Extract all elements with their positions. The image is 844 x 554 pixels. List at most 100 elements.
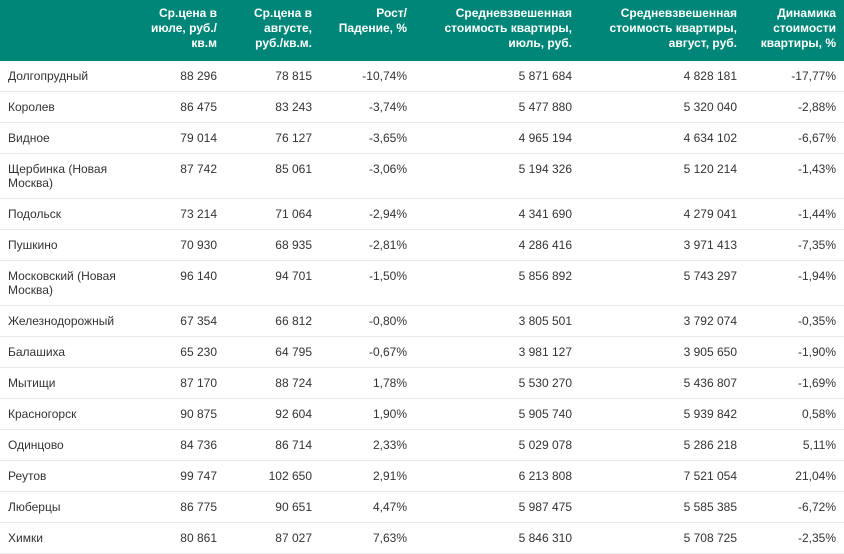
cell-value: 5 905 740: [415, 399, 580, 430]
cell-value: 92 604: [225, 399, 320, 430]
cell-city: Одинцово: [0, 430, 135, 461]
cell-city: Подольск: [0, 199, 135, 230]
cell-value: 71 064: [225, 199, 320, 230]
table-row: Мытищи87 17088 7241,78%5 530 2705 436 80…: [0, 368, 844, 399]
cell-value: 99 747: [135, 461, 225, 492]
cell-value: 4 341 690: [415, 199, 580, 230]
cell-value: 5 585 385: [580, 492, 745, 523]
cell-value: 83 243: [225, 92, 320, 123]
cell-value: 65 230: [135, 337, 225, 368]
table-row: Одинцово84 73686 7142,33%5 029 0785 286 …: [0, 430, 844, 461]
cell-value: 4 828 181: [580, 61, 745, 92]
table-row: Долгопрудный88 29678 815-10,74%5 871 684…: [0, 61, 844, 92]
cell-value: -2,35%: [745, 523, 844, 554]
cell-value: -1,43%: [745, 154, 844, 199]
col-header-city: [0, 0, 135, 61]
cell-value: 5 743 297: [580, 261, 745, 306]
cell-value: 5 029 078: [415, 430, 580, 461]
cell-value: 94 701: [225, 261, 320, 306]
cell-value: -7,35%: [745, 230, 844, 261]
cell-city: Люберцы: [0, 492, 135, 523]
cell-value: 76 127: [225, 123, 320, 154]
cell-value: 3 805 501: [415, 306, 580, 337]
cell-value: 4 286 416: [415, 230, 580, 261]
cell-value: 87 742: [135, 154, 225, 199]
cell-value: 5 194 326: [415, 154, 580, 199]
cell-value: 85 061: [225, 154, 320, 199]
cell-city: Щербинка (Новая Москва): [0, 154, 135, 199]
col-header-price-july: Ср.цена в июле, руб./кв.м: [135, 0, 225, 61]
cell-value: 5 436 807: [580, 368, 745, 399]
table-row: Королев86 47583 243-3,74%5 477 8805 320 …: [0, 92, 844, 123]
cell-value: -1,90%: [745, 337, 844, 368]
cell-value: 88 296: [135, 61, 225, 92]
cell-value: -6,72%: [745, 492, 844, 523]
cell-value: 90 875: [135, 399, 225, 430]
cell-value: 5 477 880: [415, 92, 580, 123]
cell-city: Балашиха: [0, 337, 135, 368]
cell-value: -3,74%: [320, 92, 415, 123]
cell-value: 7,63%: [320, 523, 415, 554]
table-row: Пушкино70 93068 935-2,81%4 286 4163 971 …: [0, 230, 844, 261]
table-body: Долгопрудный88 29678 815-10,74%5 871 684…: [0, 61, 844, 554]
cell-value: 3 905 650: [580, 337, 745, 368]
cell-value: -1,94%: [745, 261, 844, 306]
cell-city: Московский (Новая Москва): [0, 261, 135, 306]
cell-value: 86 775: [135, 492, 225, 523]
cell-city: Химки: [0, 523, 135, 554]
cell-value: -6,67%: [745, 123, 844, 154]
col-header-weighted-august: Средневзвешенная стоимость квартиры, авг…: [580, 0, 745, 61]
cell-value: -3,65%: [320, 123, 415, 154]
cell-value: 5,11%: [745, 430, 844, 461]
cell-value: 84 736: [135, 430, 225, 461]
table-row: Подольск73 21471 064-2,94%4 341 6904 279…: [0, 199, 844, 230]
cell-value: -1,69%: [745, 368, 844, 399]
cell-value: 86 475: [135, 92, 225, 123]
cell-value: 73 214: [135, 199, 225, 230]
cell-value: -2,88%: [745, 92, 844, 123]
cell-value: 5 871 684: [415, 61, 580, 92]
cell-value: 4,47%: [320, 492, 415, 523]
cell-value: -0,80%: [320, 306, 415, 337]
cell-value: 1,78%: [320, 368, 415, 399]
table-row: Люберцы86 77590 6514,47%5 987 4755 585 3…: [0, 492, 844, 523]
cell-value: -2,81%: [320, 230, 415, 261]
cell-value: 66 812: [225, 306, 320, 337]
cell-city: Реутов: [0, 461, 135, 492]
col-header-growth: Рост/ Падение, %: [320, 0, 415, 61]
col-header-price-august: Ср.цена в августе, руб./кв.м.: [225, 0, 320, 61]
cell-value: 80 861: [135, 523, 225, 554]
cell-value: 102 650: [225, 461, 320, 492]
cell-value: 78 815: [225, 61, 320, 92]
cell-value: 7 521 054: [580, 461, 745, 492]
cell-value: 5 120 214: [580, 154, 745, 199]
cell-value: -10,74%: [320, 61, 415, 92]
cell-value: 0,58%: [745, 399, 844, 430]
cell-city: Мытищи: [0, 368, 135, 399]
table-row: Видное79 01476 127-3,65%4 965 1944 634 1…: [0, 123, 844, 154]
table-row: Железнодорожный67 35466 812-0,80%3 805 5…: [0, 306, 844, 337]
cell-value: 5 939 842: [580, 399, 745, 430]
cell-city: Железнодорожный: [0, 306, 135, 337]
col-header-weighted-july: Средневзвешенная стоимость квартиры, июл…: [415, 0, 580, 61]
table-row: Реутов99 747102 6502,91%6 213 8087 521 0…: [0, 461, 844, 492]
cell-value: 79 014: [135, 123, 225, 154]
cell-value: 5 987 475: [415, 492, 580, 523]
cell-value: 4 279 041: [580, 199, 745, 230]
cell-value: 88 724: [225, 368, 320, 399]
cell-value: 70 930: [135, 230, 225, 261]
cell-value: -1,50%: [320, 261, 415, 306]
cell-value: -17,77%: [745, 61, 844, 92]
cell-value: 90 651: [225, 492, 320, 523]
cell-value: 5 320 040: [580, 92, 745, 123]
cell-value: 87 170: [135, 368, 225, 399]
cell-value: 5 846 310: [415, 523, 580, 554]
cell-value: -2,94%: [320, 199, 415, 230]
table-row: Балашиха65 23064 795-0,67%3 981 1273 905…: [0, 337, 844, 368]
table-header: Ср.цена в июле, руб./кв.м Ср.цена в авгу…: [0, 0, 844, 61]
table-row: Красногорск90 87592 6041,90%5 905 7405 9…: [0, 399, 844, 430]
cell-value: 3 971 413: [580, 230, 745, 261]
table-row: Московский (Новая Москва)96 14094 701-1,…: [0, 261, 844, 306]
col-header-dynamics: Динамика стоимости квартиры, %: [745, 0, 844, 61]
cell-value: -3,06%: [320, 154, 415, 199]
